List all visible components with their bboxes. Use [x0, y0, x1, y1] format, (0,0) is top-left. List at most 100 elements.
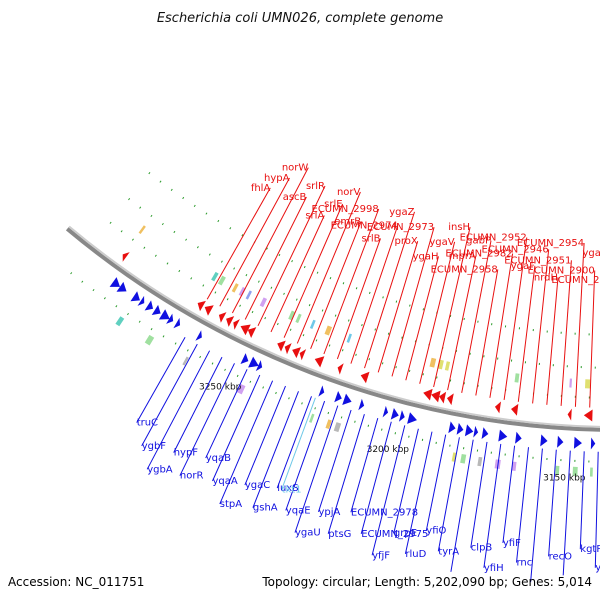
reverse-gene-arrow — [314, 356, 325, 368]
gene-label-clpb[interactable]: clpB — [471, 543, 493, 554]
forward-gene-arrow — [342, 393, 352, 406]
gene-label-ygac[interactable]: ygaC — [245, 480, 270, 491]
gene-label-tyra[interactable]: tyrA — [438, 546, 459, 557]
reverse-gene-arrow — [494, 401, 502, 414]
gene-label-ecumn-2952[interactable]: ECUMN_2952 — [460, 233, 527, 244]
reverse-gene-arrow — [446, 393, 454, 406]
gene-label-norv[interactable]: norV — [337, 187, 361, 198]
gene-label-ecumn-2973[interactable]: ECUMN_2973 — [367, 222, 434, 233]
gene-label-grpe[interactable]: grpE — [394, 528, 417, 539]
functional-category-block — [346, 333, 352, 343]
gene-label-fhla[interactable]: fhlA — [251, 183, 271, 194]
gene-label-emrb[interactable]: emrB — [334, 217, 361, 228]
gene-leader-line — [323, 208, 380, 355]
gene-label-ygbf[interactable]: ygbF — [142, 441, 167, 452]
gene-label-ecumn-2954[interactable]: ECUMN_2954 — [517, 238, 584, 249]
gene-leader-line — [404, 431, 433, 555]
gene-leader-line — [244, 385, 286, 486]
gene-leader-line — [231, 167, 309, 314]
gene-label-tkt1[interactable]: tkt1 — [282, 485, 302, 496]
gene-label-truc[interactable]: truC — [137, 418, 158, 429]
gene-label-kgtp[interactable]: kgtP — [580, 544, 600, 555]
gene-label-ecumn-2978[interactable]: ECUMN_2978 — [351, 507, 418, 518]
gene-label-ygaz[interactable]: ygaZ — [389, 207, 414, 218]
forward-gene-arrow — [540, 434, 548, 447]
forward-gene-arrow — [398, 410, 405, 422]
gene-label-rlud[interactable]: rluD — [405, 549, 426, 560]
gene-label-ecumn-2974[interactable]: ECUMN_2974 — [331, 220, 398, 231]
gene-label-ecumn-2946[interactable]: ECUMN_2946 — [482, 244, 549, 255]
functional-category-block — [589, 467, 593, 477]
gene-label-yfih[interactable]: yfiH — [484, 563, 504, 574]
gene-leader-line — [425, 434, 447, 531]
gene-label-prox[interactable]: proX — [394, 236, 417, 247]
genome-backbone-shadow — [68, 225, 600, 428]
gene-label-ecumn-2982[interactable]: ECUMN_2982 — [445, 249, 512, 260]
gene-label-norr[interactable]: norR — [180, 471, 204, 482]
forward-gene-arrow — [557, 435, 564, 448]
forward-gene-arrow — [382, 405, 389, 418]
gene-label-srla[interactable]: srlA — [305, 211, 324, 222]
gene-label-gabp[interactable]: gabP — [466, 236, 491, 247]
gene-label-ecumn-2901[interactable]: ECUMN_2901 — [551, 275, 600, 286]
forward-gene-arrow — [116, 281, 127, 292]
gene-label-yfio[interactable]: yfiO — [426, 526, 446, 537]
gene-label-stpa[interactable]: stpA — [220, 499, 242, 510]
gene-label-yqae[interactable]: yqaE — [286, 505, 311, 516]
gene-leader-line — [489, 253, 514, 398]
functional-category-block — [309, 319, 316, 330]
reverse-gene-arrow — [292, 347, 302, 359]
gene-label-yfie[interactable]: yfiE — [595, 563, 600, 574]
gene-label-ecumn-2900[interactable]: ECUMN_2900 — [528, 266, 595, 277]
gene-leader-line — [296, 191, 361, 344]
gene-label-ecumn-2998[interactable]: ECUMN_2998 — [312, 204, 379, 215]
forward-gene-arrow — [590, 437, 596, 450]
gene-leader-line — [173, 356, 223, 453]
gene-label-ygba[interactable]: ygbA — [147, 464, 173, 475]
scale-tick-label: 3250 kbp — [199, 383, 242, 393]
gene-label-yfif[interactable]: yfiF — [503, 538, 521, 549]
gene-leader-line — [579, 451, 585, 550]
gene-label-reco[interactable]: recO — [549, 551, 573, 562]
functional-category-block — [325, 419, 332, 430]
gene-label-luxs[interactable]: luxS — [277, 483, 298, 494]
gene-label-ygav[interactable]: ygaV — [429, 237, 454, 248]
gene-label-ascb[interactable]: ascB — [283, 192, 307, 203]
forward-gene-arrow — [130, 291, 140, 302]
forward-gene-arrow — [448, 421, 456, 434]
gene-label-insh[interactable]: insH — [448, 222, 470, 233]
genome-backbone-layer — [65, 172, 600, 463]
forward-gene-arrow — [515, 431, 522, 444]
gene-label-gsha[interactable]: gshA — [253, 503, 278, 514]
gene-label-norw[interactable]: norW — [282, 163, 309, 174]
gene-label-srlb[interactable]: srlB — [362, 233, 381, 244]
forward-gene-arrow — [407, 412, 417, 424]
gene-label-yqab[interactable]: yqaB — [206, 453, 231, 464]
gene-label-rnc[interactable]: rnc — [517, 558, 533, 569]
gene-leader-line — [562, 450, 571, 576]
gene-label-ygat[interactable]: ygaT — [582, 248, 600, 259]
forward-gene-arrow — [166, 313, 174, 324]
gene-label-ypja[interactable]: ypjA — [319, 507, 341, 518]
gene-label-ygau[interactable]: ygaU — [295, 528, 321, 539]
functional-category-block — [309, 413, 315, 423]
gene-label-ptsg[interactable]: ptsG — [328, 529, 351, 540]
gene-label-yfjf[interactable]: yfjF — [372, 550, 390, 561]
gene-label-hypf[interactable]: hypF — [174, 448, 199, 459]
gene-label-ygah[interactable]: ygaH — [413, 251, 439, 262]
gene-label-ygaf[interactable]: ygaF — [511, 261, 535, 272]
genome-backbone — [65, 227, 600, 432]
gene-label-ecumn-2975[interactable]: ECUMN_2975 — [361, 529, 428, 540]
gene-label-hypa[interactable]: hypA — [264, 173, 290, 184]
gene-label-ecumn-2958[interactable]: ECUMN_2958 — [431, 264, 498, 275]
forward-gene-arrow — [390, 408, 399, 420]
gene-label-ecumn-2951[interactable]: ECUMN_2951 — [504, 255, 571, 266]
gene-label-nrdh[interactable]: nrdH — [534, 272, 558, 283]
gene-label-srlr[interactable]: srlR — [306, 181, 325, 192]
reverse-gene-arrow — [247, 327, 257, 339]
gene-label-srle[interactable]: srlE — [324, 199, 342, 210]
gene-label-mpra[interactable]: mprA — [449, 251, 476, 262]
gene-label-yqaa[interactable]: yqaA — [213, 476, 238, 487]
gene-leader-line — [548, 449, 557, 557]
